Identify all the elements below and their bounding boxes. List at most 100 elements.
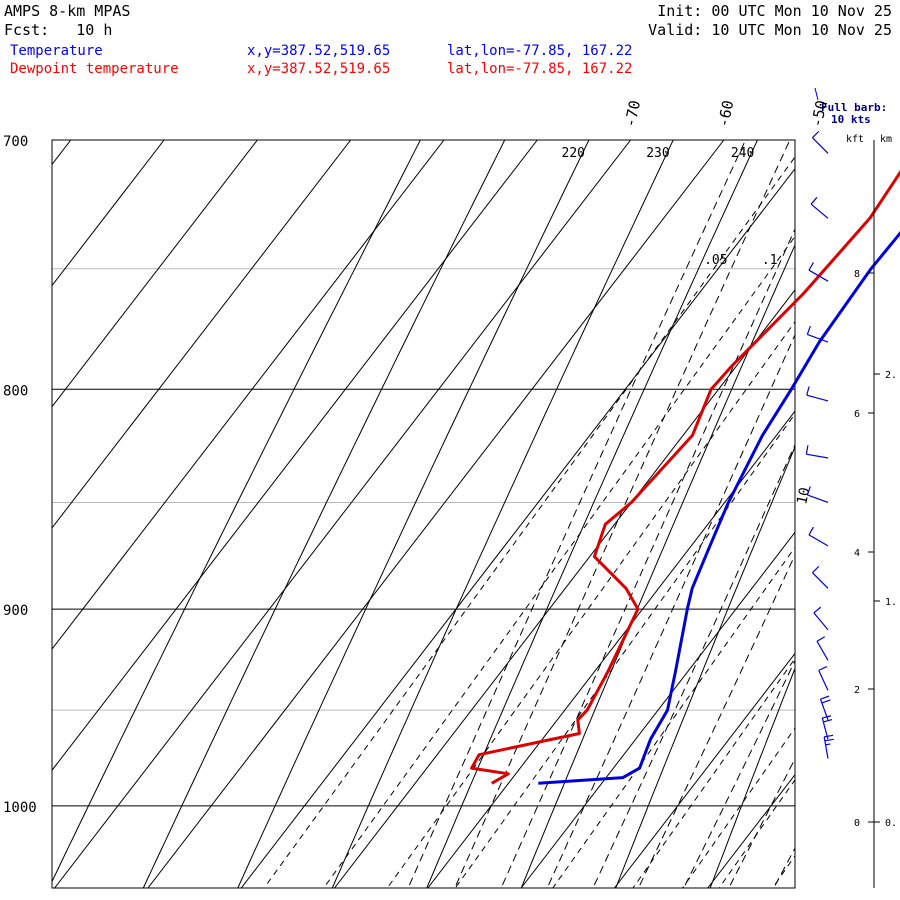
barb-staff [806, 453, 829, 459]
mixing-ratio-line [552, 546, 795, 888]
isotherm-line [52, 140, 445, 650]
barb-feather [813, 606, 822, 614]
wind-barb [823, 734, 834, 759]
dry-adiabat-line [520, 243, 795, 888]
barb-feather [821, 699, 831, 704]
isotherm-line [52, 140, 165, 287]
barb-staff [806, 394, 829, 402]
dew-xy: x,y=387.52,519.65 [247, 61, 391, 77]
isotherm-label: -50 [807, 99, 830, 129]
pressure-label: 700 [3, 134, 28, 150]
mixing-ratio-line [454, 413, 795, 888]
dry-adiabat-line [142, 140, 506, 888]
plot-frame [51, 139, 796, 889]
pressure-label: 900 [3, 603, 28, 619]
plot-area: .05.1220230240250260270280290300 [52, 113, 900, 897]
isotherm-line [147, 140, 725, 888]
barb-feather [812, 565, 820, 574]
kft-label: 2 [854, 685, 860, 696]
wind-barb [806, 325, 829, 343]
isotherm-label: -70 [621, 99, 644, 129]
barb-feather [812, 130, 820, 139]
wind-barb [810, 196, 829, 219]
dry-adiabat-line [237, 140, 590, 888]
temp-xy: x,y=387.52,519.65 [247, 43, 391, 59]
legend-dewpoint: Dewpoint temperature [10, 61, 179, 77]
isotherm-line [894, 140, 900, 888]
wind-barb [821, 715, 833, 740]
barb-staff [812, 137, 829, 154]
barb-feather [810, 196, 818, 205]
barb-feather [823, 719, 833, 723]
kft-label: kft [846, 134, 865, 145]
barb-note-1: Full barb: [821, 101, 888, 114]
mixing-ratio-label: .1 [762, 253, 778, 268]
isotherm-line [52, 140, 258, 408]
wind-barb [808, 526, 829, 547]
mixing-ratio-line [632, 657, 795, 888]
kft-label: 0 [854, 818, 860, 829]
isotherm-line [614, 652, 795, 888]
isotherm-line [707, 773, 795, 888]
km-label: 0. [885, 818, 897, 829]
kft-label: 8 [854, 269, 860, 280]
theta-label: 240 [731, 146, 754, 161]
wind-barb [813, 606, 829, 631]
isotherm-line [427, 410, 795, 888]
km-label: km [880, 134, 893, 145]
kft-label: 6 [854, 409, 860, 420]
mixing-ratio-line [323, 235, 795, 888]
barb-feather [806, 386, 810, 396]
barb-staff [813, 612, 829, 631]
theta-label: 230 [646, 146, 669, 161]
wind-barb [805, 445, 829, 459]
barb-half-feather [825, 743, 831, 746]
pressure-label: 1000 [3, 800, 37, 816]
barb-staff [807, 333, 829, 343]
theta-label: 250 [816, 146, 839, 161]
barb-staff [808, 534, 829, 547]
isotherm-line [54, 140, 631, 888]
mixing-ratio-line [386, 320, 795, 888]
legend-temperature: Temperature [10, 43, 103, 59]
dew-latlon: lat,lon=-77.85, 167.22 [447, 61, 633, 77]
barb-feather [806, 486, 811, 496]
wind-barb [812, 130, 829, 154]
mixing-ratio-line [263, 156, 795, 888]
barb-staff [807, 494, 829, 504]
dry-adiabat-line [426, 140, 759, 888]
wind-barb [816, 636, 829, 661]
moist-adiabat-line [546, 333, 795, 888]
isotherm-line [520, 531, 795, 888]
dry-adiabat-line [331, 140, 674, 888]
barb-feather [805, 445, 809, 455]
theta-label: 220 [562, 146, 585, 161]
barb-feather [808, 526, 814, 536]
barb-feather [822, 715, 832, 719]
mixing-ratio-line [681, 727, 795, 888]
moist-adiabat-line [859, 113, 900, 897]
wind-barb [812, 565, 829, 589]
barb-staff [812, 572, 829, 589]
barb-feather [806, 325, 811, 335]
barb-staff [818, 670, 829, 691]
wind-barb [806, 386, 829, 402]
barb-feather [824, 734, 834, 738]
dry-adiabat-line [52, 140, 421, 883]
isotherm-line [334, 289, 795, 888]
barb-feather [808, 262, 814, 271]
dry-adiabat-line [615, 445, 795, 888]
forecast-hour: Fcst: 10 h [4, 21, 113, 39]
temperature-profile [538, 231, 900, 785]
barb-feather [816, 636, 826, 642]
isotherm-label: -60 [714, 99, 737, 129]
isotherm-line [240, 167, 795, 888]
isotherm-line [52, 140, 538, 772]
init-time: Init: 00 UTC Mon 10 Nov 25 [657, 2, 892, 20]
wind-barb [808, 262, 829, 282]
dewpoint-profile [470, 170, 900, 785]
wind-barb [818, 666, 829, 691]
dry-adiabat-line [896, 113, 900, 897]
barb-staff [808, 269, 829, 282]
